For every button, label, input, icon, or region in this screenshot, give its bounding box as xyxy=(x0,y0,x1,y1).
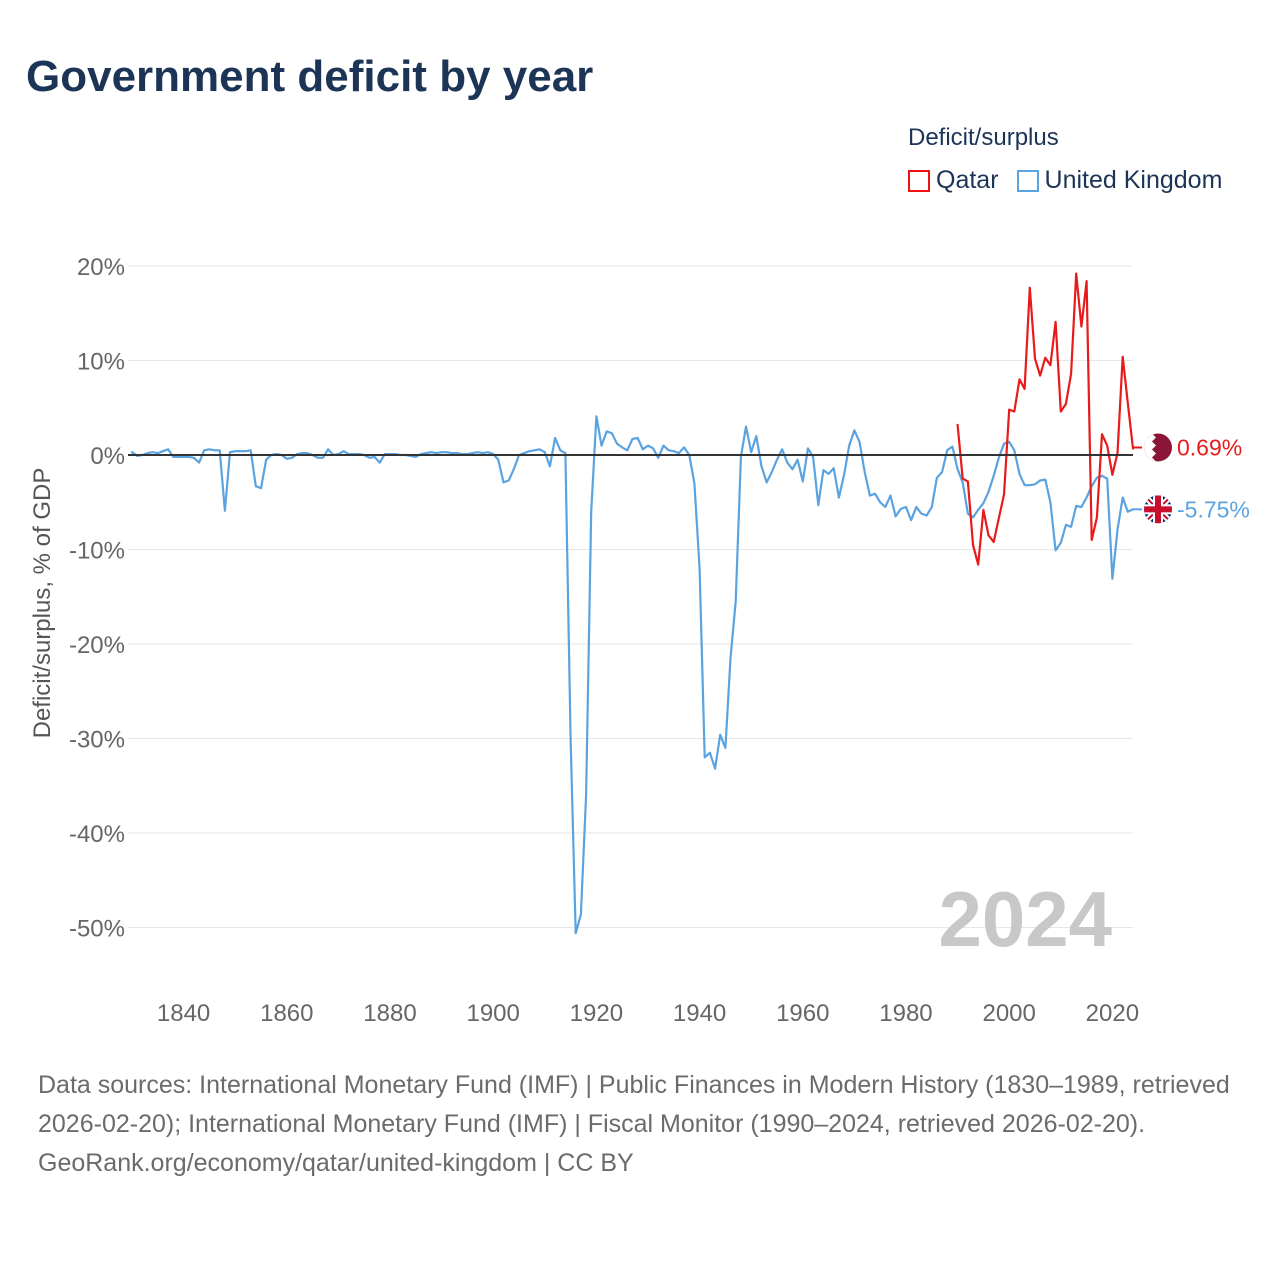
footer: Data sources: International Monetary Fun… xyxy=(38,1066,1248,1183)
y-tick-label: 0% xyxy=(90,443,125,470)
legend-title: Deficit/surplus xyxy=(908,124,1059,151)
y-tick-label: -40% xyxy=(69,821,125,848)
legend-item-united-kingdom[interactable]: United Kingdom xyxy=(1016,166,1223,195)
y-axis-label: Deficit/surplus, % of GDP xyxy=(29,468,56,739)
legend-item-qatar[interactable]: Qatar xyxy=(908,166,999,195)
y-tick-label: 10% xyxy=(77,349,125,376)
x-tick-label: 1960 xyxy=(776,1000,829,1027)
legend-label-united-kingdom: United Kingdom xyxy=(1044,166,1223,194)
qatar-flag-icon xyxy=(1144,433,1172,462)
data-sources: Data sources: International Monetary Fun… xyxy=(38,1071,1230,1138)
x-tick-label: 1980 xyxy=(879,1000,932,1027)
legend: Deficit/surplus Qatar United Kingdom xyxy=(908,124,1268,195)
y-tick-label: -20% xyxy=(69,632,125,659)
attribution: GeoRank.org/economy/qatar/united-kingdom… xyxy=(38,1149,634,1177)
year-watermark: 2024 xyxy=(938,875,1112,963)
chart: 20% 10% 0% -10% -20% -30% -40% -50% 1840 1860 1880… xyxy=(29,254,1250,1027)
qatar-end-label: 0.69% xyxy=(1177,434,1242,460)
x-tick-label: 1880 xyxy=(363,1000,416,1027)
x-tick-label: 1920 xyxy=(570,1000,623,1027)
legend-swatch-united-kingdom xyxy=(1016,169,1039,192)
x-tick-label: 1860 xyxy=(260,1000,313,1027)
legend-items: Qatar United Kingdom xyxy=(908,166,1268,195)
chart-title: Government deficit by year xyxy=(26,52,594,101)
x-tick-label: 1940 xyxy=(673,1000,726,1027)
x-tick-label: 1840 xyxy=(157,1000,210,1027)
x-tick-label: 2020 xyxy=(1086,1000,1139,1027)
y-tick-label: -10% xyxy=(69,538,125,565)
y-tick-label: 20% xyxy=(77,254,125,281)
x-tick-label: 2000 xyxy=(982,1000,1035,1027)
x-tick-label: 1900 xyxy=(466,1000,519,1027)
y-tick-label: -30% xyxy=(69,727,125,754)
uk-flag-icon xyxy=(1144,495,1172,524)
series-line-united-kingdom xyxy=(130,415,1135,935)
uk-end-label: -5.75% xyxy=(1177,496,1250,522)
legend-label-qatar: Qatar xyxy=(936,166,999,194)
y-tick-label: -50% xyxy=(69,916,125,943)
legend-swatch-qatar xyxy=(908,169,930,192)
series-line-qatar xyxy=(956,272,1135,566)
